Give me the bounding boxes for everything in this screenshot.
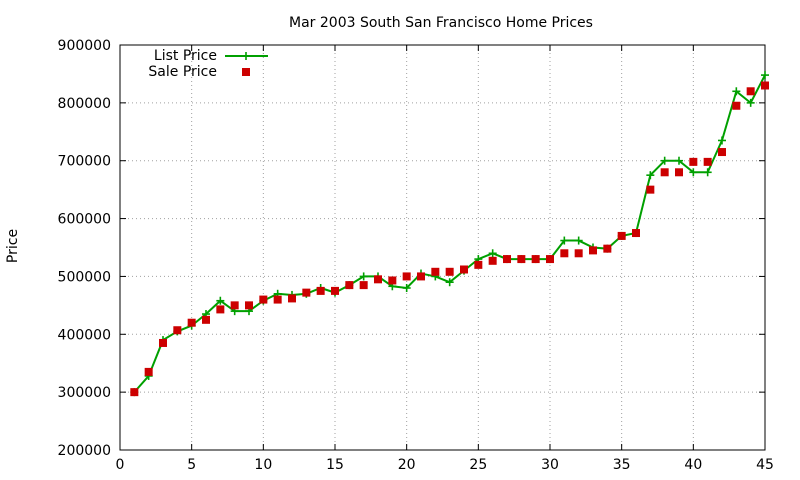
y-tick-label: 700000	[58, 154, 111, 170]
x-tick-label: 10	[254, 457, 272, 473]
y-tick-label: 500000	[58, 269, 111, 285]
sale-price-point	[689, 157, 698, 166]
x-tick-label: 45	[756, 457, 774, 473]
y-axis-label: Price	[5, 229, 21, 263]
sale-price-point	[187, 318, 196, 327]
sale-price-point	[718, 148, 726, 157]
x-tick-label: 15	[326, 457, 344, 473]
sale-price-point	[359, 281, 368, 290]
sale-price-point	[431, 267, 440, 276]
tick-layer: 0 5 10 15 20 25 30 35 40 45 200000 300000 400000 5000…	[58, 38, 774, 473]
sale-price-point	[316, 286, 325, 295]
sale-price-point	[273, 295, 282, 304]
y-tick-label: 300000	[58, 385, 111, 401]
sale-price-point	[331, 286, 339, 295]
list-price-point	[646, 171, 655, 180]
series-layer	[130, 71, 769, 397]
list-price-point	[761, 71, 769, 80]
sale-price-point	[144, 367, 153, 376]
sale-price-point	[732, 101, 741, 110]
sale-price-point	[445, 267, 454, 276]
list-price-point	[675, 156, 683, 165]
y-tick-label: 900000	[58, 38, 111, 54]
list-price-point	[718, 136, 726, 145]
sale-price-point	[574, 249, 583, 258]
x-tick-label: 5	[187, 457, 196, 473]
sale-price-point	[402, 272, 411, 281]
sale-price-point	[761, 81, 769, 90]
x-tick-label: 25	[469, 457, 487, 473]
y-tick-label: 200000	[58, 443, 111, 459]
sale-price-point	[589, 246, 597, 255]
sale-price-point	[531, 255, 540, 264]
legend-marker-sale-price	[242, 68, 250, 76]
list-price-point	[402, 284, 411, 292]
list-price-point	[689, 168, 698, 177]
list-price-point	[359, 272, 368, 281]
sale-price-point	[259, 295, 268, 304]
grid-layer	[120, 45, 765, 450]
list-price-point	[703, 168, 712, 177]
sale-price-point	[460, 265, 468, 274]
sale-price-point	[230, 301, 239, 310]
sale-price-point	[603, 244, 612, 253]
list-price-point	[746, 98, 755, 107]
x-tick-label: 40	[684, 457, 702, 473]
list-price-point	[560, 236, 569, 245]
chart-title: Mar 2003 South San Francisco Home Prices	[289, 15, 593, 31]
sale-price-point	[546, 255, 554, 264]
sale-price-point	[345, 281, 354, 290]
sale-price-point	[202, 315, 210, 324]
y-tick-label: 400000	[58, 327, 111, 343]
x-tick-label: 20	[398, 457, 416, 473]
list-price-point	[732, 87, 741, 96]
y-tick-label: 600000	[58, 212, 111, 228]
sale-price-point	[388, 276, 397, 285]
x-tick-label: 35	[613, 457, 631, 473]
list-price-point	[488, 249, 497, 258]
sale-price-point	[417, 272, 425, 281]
sale-price-point	[632, 229, 640, 238]
x-tick-label: 0	[116, 457, 125, 473]
sale-price-point	[288, 294, 296, 303]
sale-price-point	[746, 87, 755, 96]
list-price-point	[660, 156, 669, 165]
sale-price-point	[646, 185, 655, 194]
sale-price-point	[617, 231, 626, 240]
sale-price-point	[474, 260, 483, 269]
sale-price-point	[302, 288, 311, 297]
sale-price-point	[159, 338, 167, 347]
legend-label-list-price: List Price	[154, 48, 217, 64]
sale-price-point	[374, 275, 382, 284]
sale-price-point	[488, 256, 497, 265]
sale-price-point	[517, 255, 526, 264]
sale-price-point	[660, 168, 669, 177]
sale-price-point	[703, 157, 712, 166]
list-price-point	[445, 278, 454, 287]
x-tick-label: 30	[541, 457, 559, 473]
legend-marker-list-price	[242, 52, 250, 60]
y-tick-label: 800000	[58, 96, 111, 112]
sale-price-point	[173, 326, 182, 335]
list-price-line	[133, 74, 766, 393]
sale-price-point	[216, 305, 225, 314]
list-price-point	[574, 236, 583, 245]
list-price-point	[216, 296, 225, 305]
sale-price-point	[675, 168, 683, 177]
sale-price-point	[130, 388, 139, 397]
legend-label-sale-price: Sale Price	[148, 64, 217, 80]
sale-price-point	[245, 301, 253, 310]
sale-price-point	[503, 255, 511, 264]
plot-frame	[119, 44, 766, 451]
sale-price-point	[560, 249, 569, 258]
